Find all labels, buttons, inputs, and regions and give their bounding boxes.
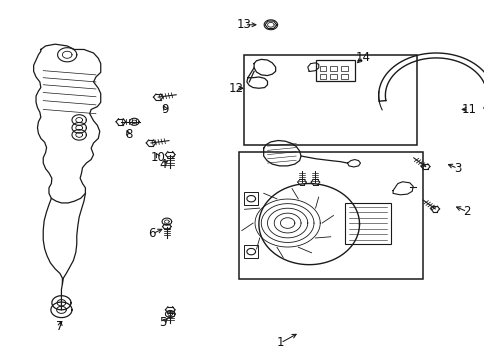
Bar bbox=[244, 245, 257, 258]
Bar bbox=[244, 192, 257, 206]
Bar bbox=[319, 74, 326, 79]
Text: 4: 4 bbox=[159, 158, 166, 171]
Text: 1: 1 bbox=[276, 337, 284, 350]
Text: 13: 13 bbox=[237, 18, 251, 31]
Text: 11: 11 bbox=[460, 103, 475, 116]
Bar bbox=[340, 66, 347, 71]
Text: 3: 3 bbox=[453, 162, 461, 175]
Bar bbox=[238, 153, 423, 279]
Text: 6: 6 bbox=[148, 228, 156, 240]
Text: 5: 5 bbox=[159, 316, 166, 329]
Text: 8: 8 bbox=[124, 129, 132, 141]
Bar bbox=[319, 66, 326, 71]
Text: 14: 14 bbox=[355, 51, 370, 64]
Text: 2: 2 bbox=[463, 205, 470, 218]
Text: 12: 12 bbox=[228, 82, 243, 95]
Bar bbox=[244, 55, 416, 145]
Text: 9: 9 bbox=[162, 103, 169, 116]
Bar bbox=[329, 66, 336, 71]
Text: 7: 7 bbox=[56, 320, 63, 333]
Bar bbox=[329, 74, 336, 79]
Bar bbox=[340, 74, 347, 79]
Text: 10: 10 bbox=[150, 150, 165, 163]
Bar bbox=[345, 203, 390, 244]
Bar bbox=[316, 60, 354, 81]
